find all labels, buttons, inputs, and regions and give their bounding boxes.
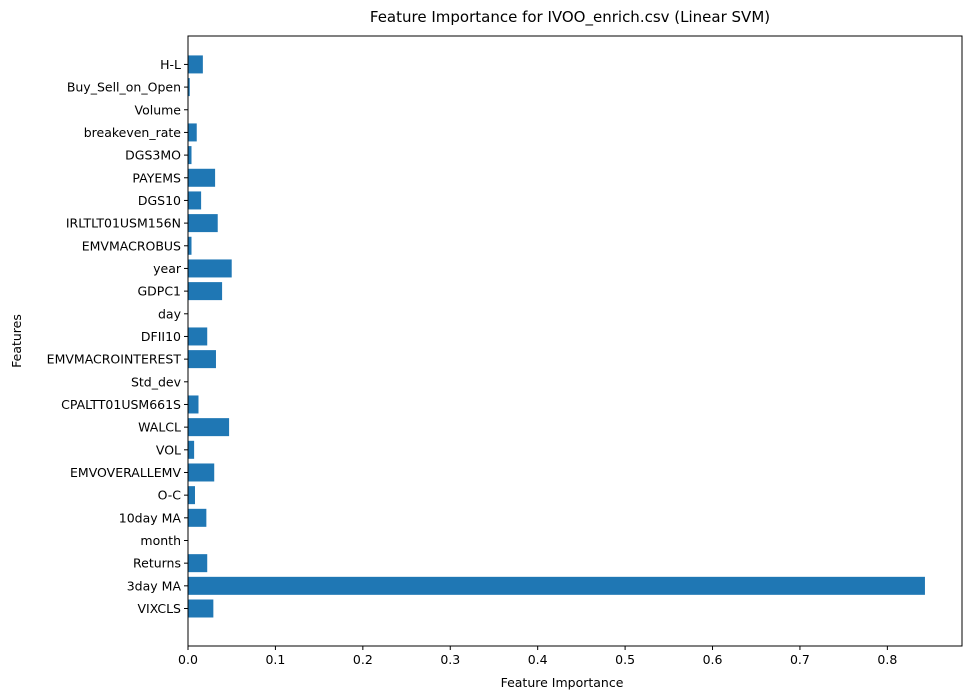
y-tick-label: DGS10	[138, 193, 181, 208]
y-tick-label: IRLTLT01USM156N	[66, 216, 181, 231]
bar	[188, 168, 216, 187]
bar	[188, 78, 190, 97]
bar	[188, 236, 192, 255]
x-tick-label: 0.4	[528, 652, 548, 667]
y-tick-label: EMVMACROINTEREST	[47, 352, 182, 367]
y-tick-label: 10day MA	[119, 510, 182, 525]
y-axis-label: Features	[9, 314, 24, 368]
bar	[188, 576, 925, 595]
bar	[188, 554, 208, 573]
y-tick-label: Returns	[133, 556, 181, 571]
chart-title: Feature Importance for IVOO_enrich.csv (…	[370, 8, 770, 27]
x-tick-label: 0.2	[353, 652, 373, 667]
bar	[188, 599, 214, 618]
x-tick-label: 0.1	[265, 652, 285, 667]
bar	[188, 327, 208, 346]
bar	[188, 350, 216, 369]
bar	[188, 55, 203, 74]
y-tick-label: EMVOVERALLEMV	[70, 465, 181, 480]
y-tick-label: O-C	[158, 488, 182, 503]
y-tick-label: Std_dev	[131, 374, 182, 389]
bar	[188, 463, 215, 482]
y-tick-label: GDPC1	[137, 284, 181, 299]
y-tick-label: VIXCLS	[137, 601, 181, 616]
y-tick-label: CPALTT01USM661S	[61, 397, 181, 412]
bars-group	[188, 55, 925, 618]
bar	[188, 395, 199, 414]
x-ticks-group: 0.0 0.1 0.2 0.3 0.4 0.5 0.6 0.7 0.8	[178, 646, 897, 667]
x-tick-label: 0.6	[703, 652, 723, 667]
x-tick-label: 0.7	[790, 652, 810, 667]
y-tick-label: VOL	[156, 442, 181, 457]
bar	[188, 191, 202, 210]
y-tick-label: PAYEMS	[132, 170, 181, 185]
y-tick-label: WALCL	[138, 420, 181, 435]
y-tick-label: day	[158, 306, 182, 321]
x-axis-label: Feature Importance	[501, 675, 624, 690]
bar	[188, 418, 230, 437]
y-tick-label: month	[140, 533, 181, 548]
bar	[188, 259, 232, 278]
x-tick-label: 0.8	[877, 652, 897, 667]
y-tick-label: Volume	[135, 102, 182, 117]
y-tick-label: EMVMACROBUS	[82, 238, 181, 253]
y-ticks-group: VIXCLS 3day MA Returns month 10day MA O-C EMVO…	[47, 57, 188, 616]
bar	[188, 486, 195, 505]
y-tick-label: DFII10	[141, 329, 181, 344]
y-tick-label: 3day MA	[127, 578, 182, 593]
bar	[188, 440, 195, 459]
y-tick-label: Buy_Sell_on_Open	[67, 80, 181, 95]
bar	[188, 146, 192, 165]
plot-area-frame	[187, 35, 963, 647]
x-tick-label: 0.3	[440, 652, 460, 667]
y-tick-label: DGS3MO	[125, 148, 181, 163]
y-tick-label: H-L	[160, 57, 181, 72]
x-tick-label: 0.0	[178, 652, 198, 667]
bar	[188, 282, 223, 301]
bar	[188, 508, 207, 527]
bar	[188, 123, 197, 142]
y-tick-label: breakeven_rate	[84, 125, 182, 140]
y-tick-label: year	[153, 261, 182, 276]
bar	[188, 214, 218, 233]
x-tick-label: 0.5	[615, 652, 635, 667]
